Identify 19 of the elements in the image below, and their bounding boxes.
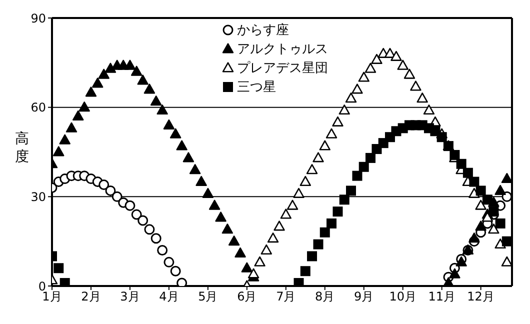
x-tick-label: 9月: [354, 290, 374, 304]
legend-label: プレアデス星団: [237, 60, 328, 76]
x-tick-label: 5月: [198, 290, 218, 304]
x-tick-label: 3月: [120, 290, 140, 304]
legend-label: からす座: [237, 22, 289, 38]
y-tick-label: 60: [30, 100, 46, 115]
y-tick-label: 30: [30, 190, 46, 204]
x-tick-label: 12月: [467, 290, 494, 304]
x-tick-label: 2月: [81, 290, 101, 304]
y-axis-title: 高度: [15, 131, 29, 165]
legend-label: アルクトゥルス: [237, 40, 328, 58]
x-tick-label: 6月: [237, 290, 257, 304]
x-tick-label: 7月: [276, 290, 296, 304]
x-tick-label: 4月: [159, 290, 179, 304]
y-tick-label: 90: [30, 11, 46, 26]
x-tick-label: 8月: [315, 290, 335, 304]
x-tick-label: 10月: [389, 290, 416, 304]
x-tick-label: 11月: [428, 290, 456, 304]
legend-label: 三つ星: [237, 78, 276, 96]
